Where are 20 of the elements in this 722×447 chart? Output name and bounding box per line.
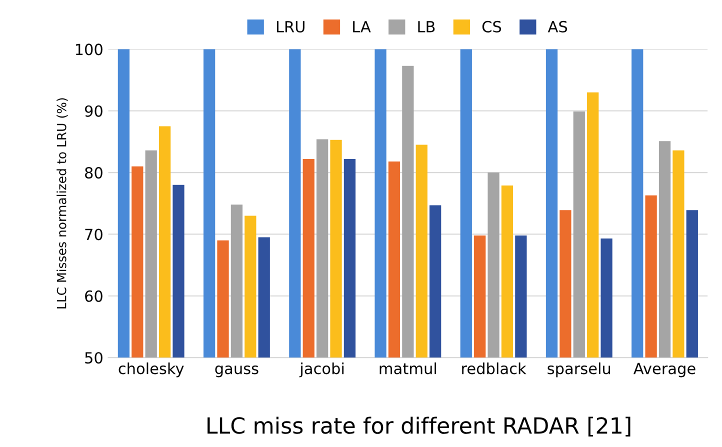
y-tick-label: 90 xyxy=(84,105,102,117)
x-tick-label: redblack xyxy=(462,362,526,374)
y-tick-label: 50 xyxy=(85,352,102,364)
x-tick-label: cholesky xyxy=(118,362,184,378)
legend-label: LA xyxy=(353,21,371,32)
x-tick-label: jacobi xyxy=(299,362,344,378)
x-tick-label: Average xyxy=(634,362,696,378)
y-tick-label: 70 xyxy=(85,228,102,240)
text: LLC miss rate for different RADAR [21] xyxy=(208,416,630,437)
x-tick-label: matmul xyxy=(380,362,436,374)
legend-label: LRU xyxy=(276,21,304,32)
y-tick-label: 100 xyxy=(76,44,102,56)
y-tick-label: 60 xyxy=(85,290,102,302)
legend-label: CS xyxy=(482,20,502,32)
y-tick-label: 80 xyxy=(85,167,102,179)
y-axis-title: LLC Misses normalized to LRU (%) xyxy=(56,98,68,308)
legend-label: LB xyxy=(418,21,435,32)
x-tick-label: sparselu xyxy=(548,362,610,378)
x-tick-label: gauss xyxy=(215,366,258,378)
legend-label: AS xyxy=(548,20,568,32)
